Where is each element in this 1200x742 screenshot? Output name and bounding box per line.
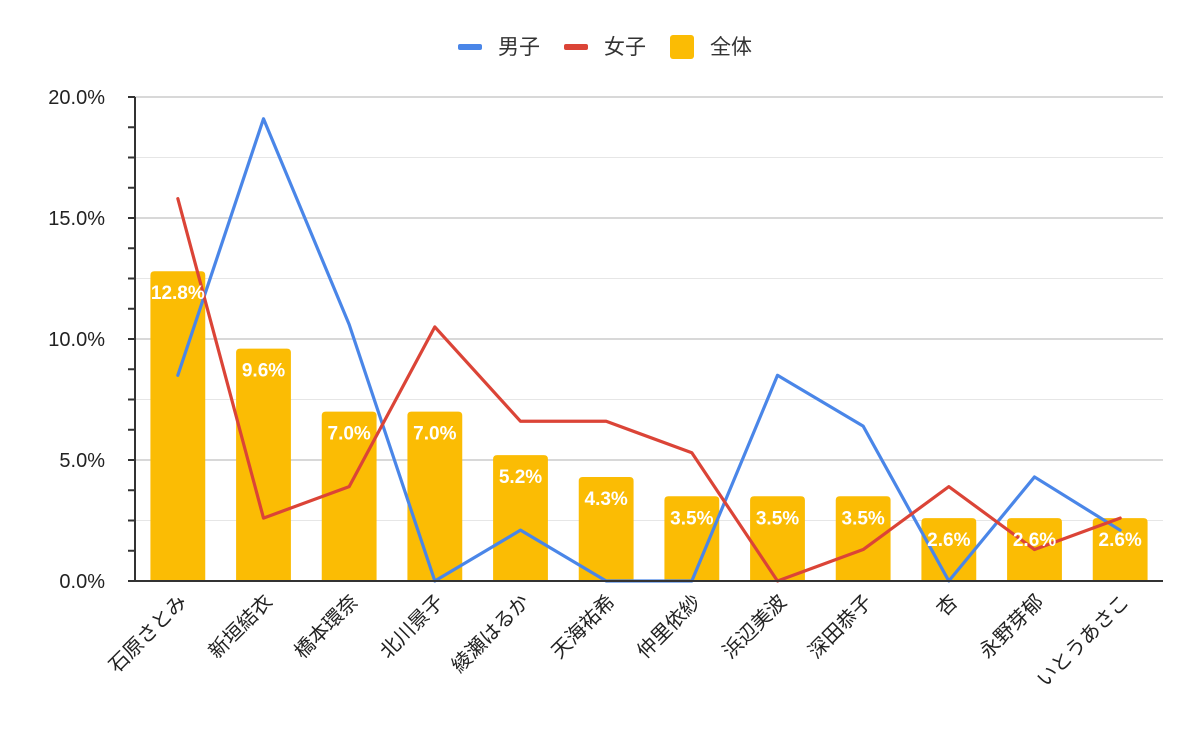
x-category-label: 綾瀬はるか xyxy=(446,590,534,678)
x-category-label: 深田恭子 xyxy=(803,590,877,664)
x-category-label: 永野芽郁 xyxy=(974,590,1048,664)
x-category-label: 橋本環奈 xyxy=(289,590,363,664)
bar-data-label: 2.6% xyxy=(927,530,970,551)
bar-data-label: 3.5% xyxy=(842,508,885,529)
legend-item: 男子 xyxy=(458,35,540,59)
bar xyxy=(1092,518,1148,581)
bar-data-labels: 12.8% 9.6% 7.0% 7.0% 5.2% 4.3% 3.5% 3.5% 3.5% 2.6… xyxy=(151,283,1142,551)
bar xyxy=(236,348,291,581)
legend-swatch-line xyxy=(564,44,588,50)
bar-data-label: 2.6% xyxy=(1099,530,1142,551)
line-series xyxy=(176,117,1122,583)
bar-data-label: 5.2% xyxy=(499,467,542,488)
legend-item: 女子 xyxy=(564,35,646,59)
legend-swatch-square xyxy=(670,35,694,59)
bar xyxy=(664,496,720,581)
bar xyxy=(493,455,548,581)
x-category-label: 杏 xyxy=(931,590,962,621)
bar-data-label: 7.0% xyxy=(328,424,371,445)
bar-data-label: 7.0% xyxy=(413,424,456,445)
bar xyxy=(835,496,891,581)
bar-data-label: 4.3% xyxy=(585,489,628,510)
bar xyxy=(321,411,377,581)
bar-data-label: 3.5% xyxy=(670,508,713,529)
y-tick-label: 10.0% xyxy=(48,329,105,351)
x-category-label: 仲里依紗 xyxy=(632,590,706,664)
bar-data-label: 12.8% xyxy=(151,283,205,304)
legend-label: 男子 xyxy=(498,35,540,59)
bar-data-label: 3.5% xyxy=(756,508,799,529)
y-tick-label: 20.0% xyxy=(48,87,105,109)
series-line xyxy=(176,117,1122,583)
y-tick-label: 15.0% xyxy=(48,208,105,230)
y-axis-tick-labels: 0.0% 5.0% 10.0% 15.0% 20.0% xyxy=(48,87,105,593)
x-category-label: 浜辺美波 xyxy=(717,590,791,664)
bar-data-label: 2.6% xyxy=(1013,530,1056,551)
legend-label: 全体 xyxy=(710,35,752,59)
legend-label: 女子 xyxy=(604,35,646,59)
x-category-label: 北川景子 xyxy=(375,590,449,664)
bar-data-label: 9.6% xyxy=(242,361,285,382)
bar xyxy=(150,271,206,581)
bar-series xyxy=(150,271,1148,581)
x-axis-category-labels: 石原さとみ 新垣結衣 橋本環奈 北川景子綾瀬はるか 天海祐希 仲里依紗 浜辺美波 深田恭子 杏永… xyxy=(104,590,1134,692)
series-line xyxy=(176,197,1122,583)
legend: 男子 女子 全体 xyxy=(458,35,752,59)
x-category-label: いとうあさこ xyxy=(1032,590,1134,692)
legend-item: 全体 xyxy=(670,35,752,59)
y-tick-label: 0.0% xyxy=(59,571,105,593)
x-category-label: 石原さとみ xyxy=(104,590,192,678)
x-category-label: 新垣結衣 xyxy=(203,590,277,664)
x-category-label: 天海祐希 xyxy=(546,590,620,664)
y-tick-label: 5.0% xyxy=(59,450,105,472)
axes xyxy=(128,96,1163,582)
legend-swatch-line xyxy=(458,44,482,50)
bar xyxy=(578,476,634,581)
